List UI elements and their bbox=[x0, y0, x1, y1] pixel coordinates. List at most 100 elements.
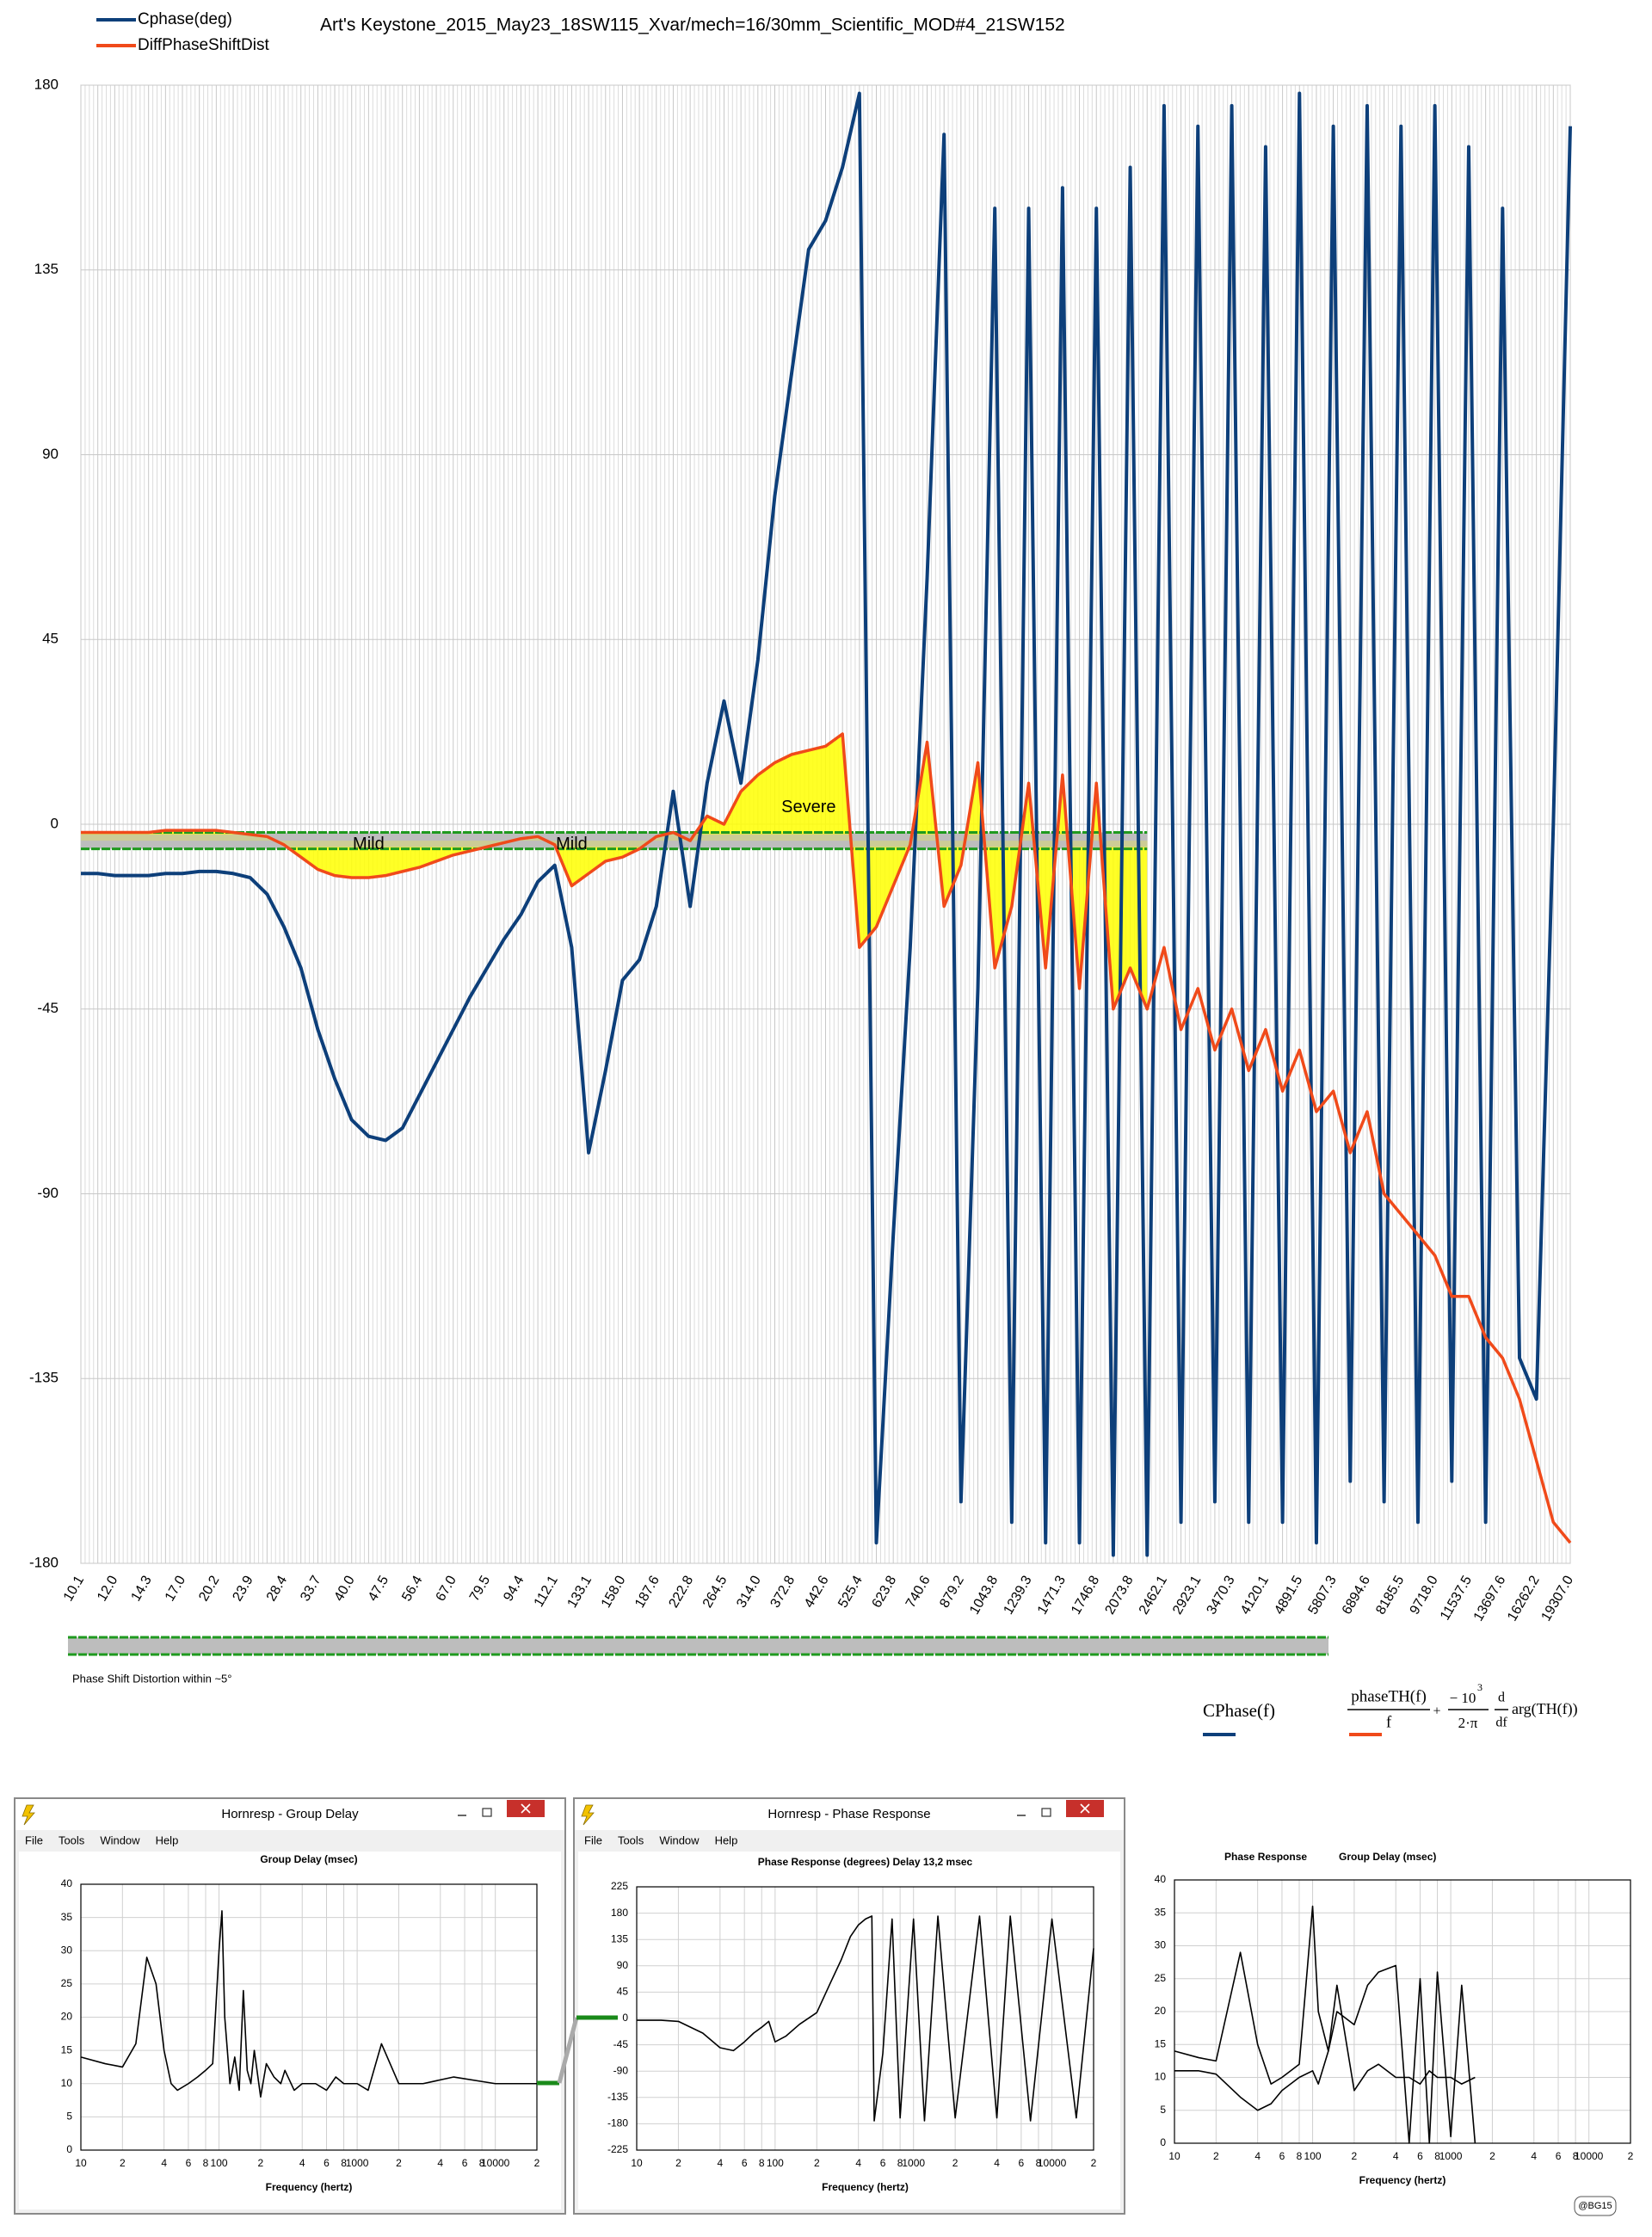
x-tick-label: 2 bbox=[814, 2157, 820, 2169]
x-tick-label: 10000 bbox=[481, 2157, 510, 2169]
y-tick-label: 5 bbox=[66, 2111, 72, 2123]
band-legend-bar bbox=[68, 1637, 1328, 1655]
chart-title: Phase Response (degrees) Delay 13,2 msec bbox=[758, 1856, 973, 1868]
y-tick-label: 5 bbox=[1160, 2104, 1166, 2116]
x-tick-label: 6 bbox=[880, 2157, 886, 2169]
y-tick-label: 90 bbox=[42, 446, 59, 462]
x-tick-label: 6 bbox=[186, 2157, 192, 2169]
x-tick-label: 8 bbox=[1434, 2150, 1440, 2162]
y-tick-label: -135 bbox=[607, 2091, 628, 2103]
formula-part: d bbox=[1498, 1691, 1505, 1705]
x-tick-label: 8 bbox=[1036, 2157, 1042, 2169]
x-tick-label: 6 bbox=[1556, 2150, 1562, 2162]
formula-part: 2·π bbox=[1458, 1715, 1478, 1731]
series-line bbox=[81, 732, 1572, 1544]
x-tick-label: 2 bbox=[1352, 2150, 1358, 2162]
x-tick-label: 2 bbox=[1489, 2150, 1495, 2162]
menu-item[interactable]: Window bbox=[100, 1833, 140, 1846]
x-tick-label: 6 bbox=[1279, 2150, 1285, 2162]
x-tick-label: 4 bbox=[1531, 2150, 1537, 2162]
app-icon bbox=[581, 1804, 595, 1826]
y-tick-label: 40 bbox=[61, 1877, 73, 1889]
x-tick-label: 8 bbox=[1573, 2150, 1579, 2162]
x-tick-label: 100 bbox=[211, 2157, 228, 2169]
maximize-button[interactable] bbox=[482, 1808, 492, 1817]
x-axis-label: Frequency (hertz) bbox=[822, 2181, 909, 2193]
formula-part: phaseTH(f) bbox=[1351, 1687, 1427, 1705]
y-tick-label: 35 bbox=[1155, 1906, 1167, 1918]
band-label: Phase Shift Distortion within ~5° bbox=[72, 1672, 232, 1685]
x-tick-label: 2 bbox=[258, 2157, 264, 2169]
bottom-legend-label: CPhase(f) bbox=[1203, 1700, 1275, 1721]
tolerance-band-core bbox=[81, 834, 1148, 847]
menu-item[interactable]: Help bbox=[156, 1833, 179, 1846]
menu-item[interactable]: Tools bbox=[618, 1833, 644, 1846]
y-tick-label: 30 bbox=[61, 1944, 73, 1956]
y-tick-label: 180 bbox=[611, 1907, 628, 1919]
x-axis-label: Frequency (hertz) bbox=[266, 2181, 353, 2193]
x-tick-label: 8 bbox=[897, 2157, 903, 2169]
y-tick-label: 25 bbox=[1155, 1972, 1167, 1984]
formula-part: − 10 bbox=[1450, 1690, 1476, 1706]
formula-part: df bbox=[1495, 1716, 1507, 1730]
y-tick-label: 135 bbox=[611, 1932, 628, 1944]
x-tick-label: 2 bbox=[396, 2157, 402, 2169]
window-titlebar bbox=[15, 1799, 564, 1830]
close-glyph bbox=[1080, 1803, 1090, 1814]
y-tick-label: 40 bbox=[1155, 1873, 1167, 1885]
x-tick-label: 4 bbox=[718, 2157, 724, 2169]
menu-item[interactable]: Tools bbox=[59, 1833, 85, 1846]
chart-title: Group Delay (msec) bbox=[260, 1853, 357, 1865]
y-tick-label: 0 bbox=[1160, 2136, 1166, 2148]
x-tick-label: 100 bbox=[1304, 2150, 1322, 2162]
small-layer: Hornresp - Group Delay File Tools Window Hel… bbox=[14, 1797, 1634, 2216]
x-tick-label: 10 bbox=[75, 2157, 87, 2169]
badge: @BG15 bbox=[1578, 2201, 1612, 2211]
x-tick-label: 10 bbox=[1168, 2150, 1180, 2162]
menu-item[interactable]: File bbox=[584, 1833, 602, 1846]
menu-item[interactable]: File bbox=[25, 1833, 43, 1846]
x-tick-label: 4 bbox=[161, 2157, 167, 2169]
x-tick-label: 8 bbox=[759, 2157, 765, 2169]
chart-title: Art's Keystone_2015_May23_18SW115_Xvar/m… bbox=[320, 15, 1065, 35]
menu-item[interactable]: Window bbox=[659, 1833, 700, 1846]
series-line bbox=[1174, 1964, 1476, 2144]
y-tick-label: -90 bbox=[613, 2064, 629, 2076]
x-tick-label: 2 bbox=[534, 2157, 540, 2169]
y-tick-label: -45 bbox=[37, 1000, 59, 1016]
series-line bbox=[80, 1910, 537, 2098]
y-tick-label: 90 bbox=[617, 1959, 629, 1971]
x-tick-label: 2 bbox=[1213, 2150, 1219, 2162]
x-tick-label: 4 bbox=[299, 2157, 305, 2169]
x-tick-label: 2 bbox=[675, 2157, 681, 2169]
series-line bbox=[1174, 1905, 1476, 2092]
x-tick-label: 8 bbox=[203, 2157, 209, 2169]
y-tick-label: 45 bbox=[42, 631, 59, 647]
x-tick-label: 6 bbox=[742, 2157, 748, 2169]
y-tick-label: -45 bbox=[613, 2038, 629, 2050]
legend-label: Phase Response bbox=[1224, 1851, 1307, 1863]
x-tick-label: 4 bbox=[994, 2157, 1000, 2169]
legend-label: Cphase(deg) bbox=[138, 10, 232, 28]
y-tick-label: -180 bbox=[29, 1554, 59, 1570]
x-tick-label: 2 bbox=[952, 2157, 959, 2169]
series-line bbox=[81, 91, 1572, 1557]
y-tick-label: 30 bbox=[1155, 1939, 1167, 1951]
window-title: Hornresp - Phase Response bbox=[767, 1807, 930, 1821]
formula-part: arg(TH(f)) bbox=[1512, 1700, 1578, 1718]
annotation: Mild bbox=[353, 835, 385, 854]
y-tick-label: 15 bbox=[1155, 2037, 1167, 2049]
y-tick-label: 10 bbox=[61, 2077, 73, 2089]
y-tick-label: 15 bbox=[61, 2043, 73, 2055]
x-tick-label: 4 bbox=[1254, 2150, 1261, 2162]
y-tick-label: 0 bbox=[66, 2143, 72, 2155]
y-tick-label: 135 bbox=[34, 261, 59, 277]
x-tick-label: 6 bbox=[462, 2157, 468, 2169]
maximize-button[interactable] bbox=[1041, 1808, 1051, 1817]
menu-item[interactable]: Help bbox=[715, 1833, 738, 1846]
y-tick-label: 10 bbox=[1155, 2071, 1167, 2083]
y-tick-label: 0 bbox=[622, 2012, 628, 2024]
annotation: Severe bbox=[781, 798, 835, 817]
